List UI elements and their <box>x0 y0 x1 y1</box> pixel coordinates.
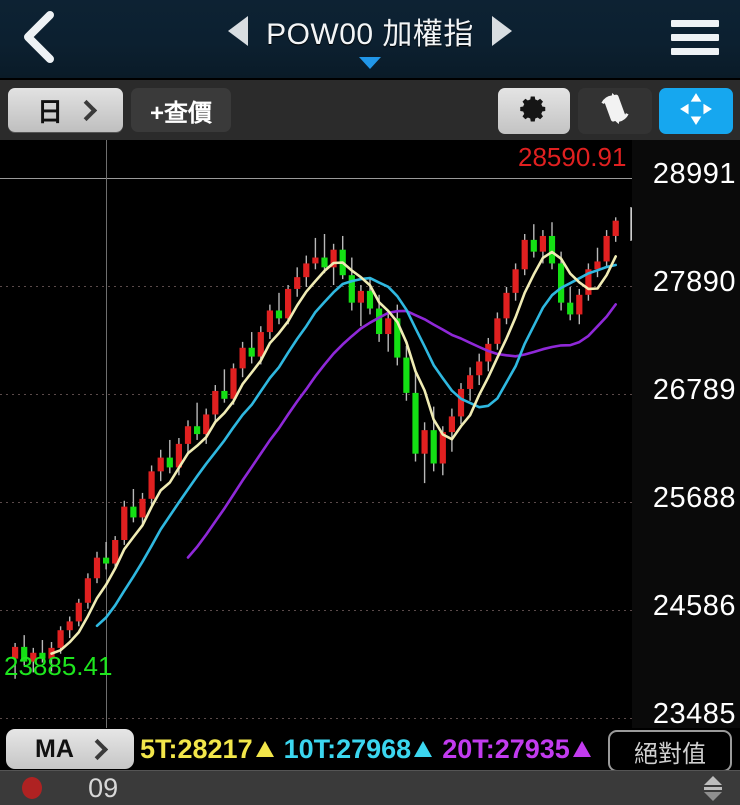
arrow-up-marker <box>255 741 274 757</box>
arrow-up-marker <box>414 741 433 757</box>
price-tick-label: 26789 <box>652 373 736 406</box>
price-tick-label: 24586 <box>652 590 736 623</box>
add-quote-label: +查價 <box>149 99 212 127</box>
absolute-value-label: 絕對值 <box>634 740 706 768</box>
time-tick-label: 09 <box>88 773 119 803</box>
rotate-screen-icon <box>596 92 634 131</box>
ma-value-item: 5T:28217 <box>140 734 280 765</box>
price-tick-label: 28991 <box>652 158 736 190</box>
scroll-divider <box>704 786 722 790</box>
chevron-left-icon <box>20 11 56 63</box>
menu-bar-3 <box>671 47 719 55</box>
menu-bar-1 <box>671 19 719 27</box>
price-axis[interactable]: 28991 27890 26789 25688 24586 23485 <box>632 140 740 730</box>
add-quote-button[interactable]: +查價 <box>131 88 231 132</box>
price-tick-label: 25688 <box>652 481 736 514</box>
crosshair-move-button[interactable] <box>659 88 733 134</box>
triangle-left-icon[interactable] <box>228 16 249 46</box>
chevron-right-icon <box>75 99 98 121</box>
low-price-label: 23885.41 <box>4 650 113 681</box>
ma-indicator-bar: MA 5T:28217 10T:27968 20T:27935 絕對值 <box>0 728 740 772</box>
ma-value-label: 10T:27968 <box>283 733 412 764</box>
chart-toolbar: 日 +查價 <box>0 78 740 142</box>
high-price-label: 28590.91 <box>518 142 627 172</box>
period-button[interactable]: 日 <box>8 88 123 132</box>
ma-value-label: 20T:27935 <box>442 733 570 764</box>
app-header: POW00 加權指 <box>0 0 740 78</box>
ma-value-item: 10T:27968 <box>284 734 439 765</box>
ma-value-item: 20T:27935 <box>442 734 597 765</box>
period-label: 日 <box>36 96 63 127</box>
settings-button[interactable] <box>498 88 570 134</box>
gear-icon <box>519 94 549 129</box>
price-tick-label: 27890 <box>652 265 736 298</box>
back-button[interactable] <box>8 4 68 70</box>
menu-bar-2 <box>671 33 719 41</box>
scroll-up-down-icon[interactable] <box>700 773 726 803</box>
symbol-selector[interactable]: POW00 加權指 <box>190 0 550 78</box>
arrow-up-marker <box>572 741 591 757</box>
ma-settings-button[interactable]: MA <box>6 729 134 769</box>
caret-down-icon[interactable] <box>359 57 381 69</box>
time-axis: 09101112 <box>0 770 740 805</box>
page-title: POW00 加權指 <box>266 18 474 51</box>
scroll-down-arrow <box>704 791 722 801</box>
chevron-right-icon <box>86 738 109 760</box>
chart-canvas <box>0 140 632 728</box>
rotate-screen-button[interactable] <box>578 88 652 134</box>
hamburger-menu-icon[interactable] <box>662 8 728 66</box>
scroll-up-arrow <box>704 775 722 785</box>
absolute-value-button[interactable]: 絕對值 <box>608 730 732 772</box>
crosshair-move-icon <box>679 92 713 131</box>
ma-value-label: 5T:28217 <box>140 733 253 764</box>
candlestick-chart[interactable] <box>0 140 632 728</box>
ma-values-list: 5T:28217 10T:27968 20T:27935 <box>140 728 597 770</box>
current-position-marker <box>22 777 42 799</box>
triangle-right-icon[interactable] <box>491 16 512 46</box>
ma-button-label: MA <box>35 734 74 763</box>
price-tick-label: 23485 <box>652 698 736 730</box>
